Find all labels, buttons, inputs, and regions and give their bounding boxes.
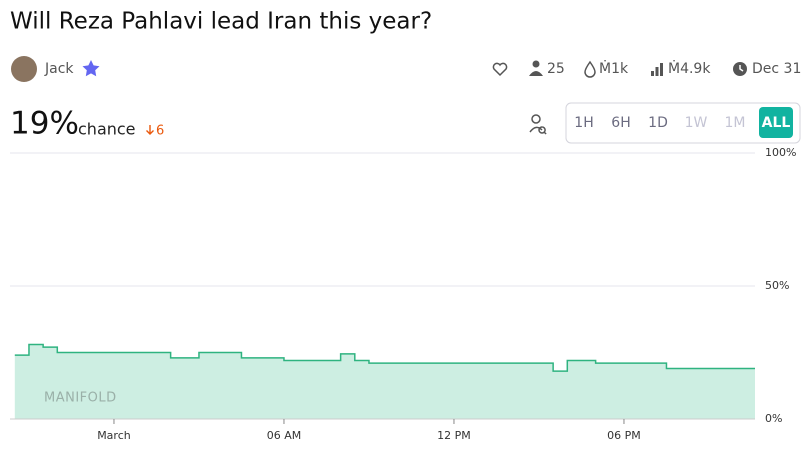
- time-button[interactable]: 1D: [648, 115, 668, 131]
- probability-label: chance: [78, 120, 136, 139]
- time-button[interactable]: 1H: [574, 115, 593, 131]
- time-button[interactable]: ALL: [762, 115, 791, 131]
- time-button: 1W: [685, 115, 708, 131]
- like-icon[interactable]: [492, 62, 508, 77]
- x-tick-label: 06 PM: [607, 429, 641, 442]
- x-tick-label: March: [97, 429, 131, 442]
- y-tick-label: 100%: [765, 146, 796, 159]
- traders-icon: [532, 60, 540, 68]
- traders: 25: [547, 61, 565, 77]
- search-user-icon-body: [529, 126, 547, 135]
- traders-icon-body: [529, 71, 543, 76]
- volume-icon: [651, 63, 663, 76]
- time-button-active: [759, 107, 793, 138]
- probability: 19%: [10, 106, 79, 142]
- time-button[interactable]: 6H: [611, 115, 630, 131]
- line: [14, 343, 755, 372]
- avatar[interactable]: [11, 56, 37, 82]
- x-tick-label: 06 AM: [267, 429, 302, 442]
- clock-hands: [739, 65, 744, 72]
- time-range-group: [565, 102, 801, 144]
- liquidity: Ṁ1k: [599, 59, 629, 77]
- creator-name[interactable]: Jack: [44, 61, 74, 77]
- close-date: Dec 31: [752, 61, 801, 77]
- probability-change: 6: [156, 124, 164, 139]
- time-button: 1M: [725, 115, 746, 131]
- star-icon: [82, 60, 100, 77]
- y-tick-label: 0%: [765, 412, 782, 425]
- liquidity-icon: [584, 60, 596, 78]
- down-arrow: [146, 125, 154, 135]
- y-tick-label: 50%: [765, 279, 789, 292]
- search-user-icon[interactable]: [531, 114, 541, 124]
- market-title: Will Reza Pahlavi lead Iran this year?: [10, 9, 432, 35]
- area: [14, 344, 756, 419]
- x-tick-label: 12 PM: [437, 429, 471, 442]
- watermark: MANIFOLD: [44, 391, 117, 406]
- volume: Ṁ4.9k: [668, 59, 711, 77]
